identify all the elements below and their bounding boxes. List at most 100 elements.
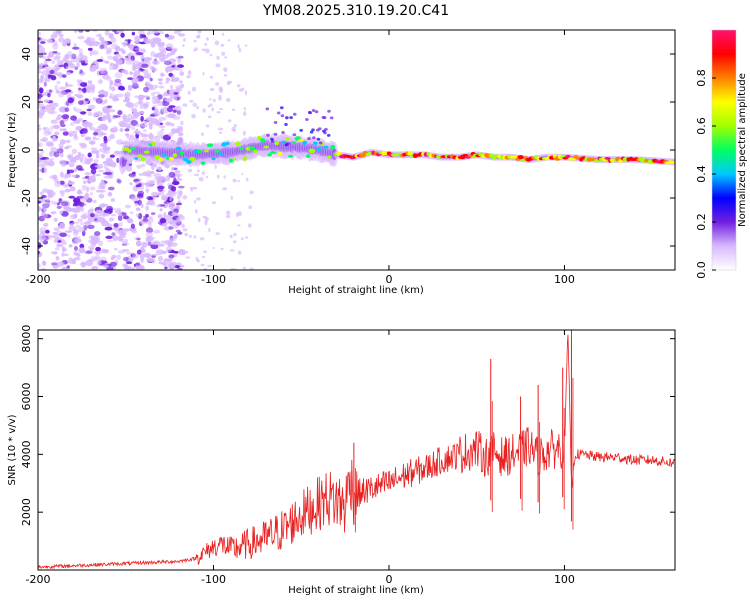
trace-core xyxy=(313,141,318,145)
noise-blob xyxy=(38,163,45,168)
noise-blob xyxy=(79,69,83,74)
noise-blob xyxy=(39,239,45,244)
noise-blob xyxy=(125,97,130,102)
noise-blob xyxy=(134,95,140,99)
noise-blob xyxy=(84,192,89,199)
noise-blob xyxy=(76,60,80,68)
noise-blob xyxy=(56,205,62,209)
noise-blob xyxy=(214,164,217,169)
noise-blob xyxy=(204,220,208,226)
trace-core xyxy=(604,157,611,160)
noise-blob xyxy=(178,132,184,137)
trace-scatter xyxy=(326,133,331,137)
noise-blob xyxy=(129,182,133,186)
noise-blob xyxy=(47,92,51,98)
noise-blob xyxy=(100,248,106,253)
noise-blob xyxy=(90,50,99,55)
noise-blob xyxy=(49,69,55,75)
noise-blob xyxy=(207,115,212,119)
noise-blob xyxy=(47,74,52,79)
ytick-label: 40 xyxy=(20,47,33,61)
noise-blob xyxy=(180,120,184,126)
noise-blob xyxy=(78,100,84,105)
noise-blob xyxy=(114,82,123,87)
noise-blob xyxy=(38,31,42,36)
noise-blob xyxy=(87,152,92,158)
noise-blob xyxy=(40,41,46,44)
noise-blob xyxy=(221,32,225,36)
noise-blob xyxy=(172,109,177,113)
noise-blob xyxy=(115,228,123,235)
trace-core xyxy=(204,149,209,153)
noise-blob xyxy=(52,31,59,35)
noise-blob xyxy=(57,240,62,243)
noise-blob xyxy=(233,232,237,237)
noise-blob xyxy=(154,135,163,139)
noise-blob xyxy=(105,49,112,55)
noise-blob xyxy=(133,73,137,79)
noise-blob xyxy=(120,32,125,38)
noise-blob xyxy=(91,236,99,243)
noise-blob xyxy=(156,39,161,45)
noise-blob xyxy=(74,246,78,251)
trace-scatter xyxy=(292,133,297,137)
noise-blob xyxy=(249,267,254,270)
noise-blob xyxy=(193,39,197,43)
noise-blob xyxy=(226,214,231,219)
noise-blob xyxy=(218,131,223,134)
noise-blob xyxy=(39,191,44,195)
noise-blob xyxy=(140,115,144,122)
noise-blob xyxy=(175,173,183,177)
noise-blob xyxy=(145,57,153,61)
noise-blob xyxy=(112,30,116,33)
noise-blob xyxy=(52,51,58,54)
noise-blob xyxy=(124,267,128,270)
noise-blob xyxy=(209,97,212,101)
noise-blob xyxy=(66,154,72,159)
noise-blob xyxy=(131,115,138,120)
noise-blob xyxy=(111,232,116,236)
noise-blob xyxy=(163,200,171,204)
noise-blob xyxy=(100,70,104,75)
noise-blob xyxy=(141,138,149,141)
trace-core xyxy=(186,159,192,164)
noise-blob xyxy=(158,191,165,196)
noise-blob xyxy=(47,38,53,44)
noise-blob xyxy=(122,114,127,121)
trace-core xyxy=(260,138,266,143)
trace-scatter xyxy=(270,137,274,141)
noise-blob xyxy=(96,70,101,76)
noise-blob xyxy=(193,235,197,239)
trace-core xyxy=(122,147,129,151)
colorbar-tick-label: 0.2 xyxy=(695,213,708,231)
noise-blob xyxy=(157,130,164,136)
noise-blob xyxy=(244,44,248,47)
noise-blob xyxy=(105,235,113,239)
noise-blob xyxy=(131,62,136,67)
noise-blob xyxy=(63,206,71,211)
noise-blob xyxy=(209,53,213,57)
noise-blob xyxy=(116,93,124,98)
noise-blob xyxy=(47,190,56,197)
noise-blob xyxy=(221,51,226,56)
noise-blob xyxy=(182,195,188,200)
noise-blob xyxy=(237,44,240,49)
noise-blob xyxy=(84,98,89,102)
trace-scatter xyxy=(311,109,316,112)
noise-blob xyxy=(75,108,83,113)
noise-blob xyxy=(126,59,134,63)
noise-blob xyxy=(50,119,59,125)
noise-blob xyxy=(207,264,212,267)
noise-blob xyxy=(79,243,85,249)
noise-blob xyxy=(81,143,87,148)
noise-blob xyxy=(53,178,59,183)
noise-blob xyxy=(157,166,162,172)
noise-blob xyxy=(136,266,142,270)
noise-blob xyxy=(134,203,138,207)
noise-blob xyxy=(98,240,103,247)
noise-blob xyxy=(189,99,194,103)
noise-blob xyxy=(142,124,149,128)
noise-blob xyxy=(70,115,77,121)
noise-blob xyxy=(72,221,80,224)
noise-blob xyxy=(87,111,93,117)
